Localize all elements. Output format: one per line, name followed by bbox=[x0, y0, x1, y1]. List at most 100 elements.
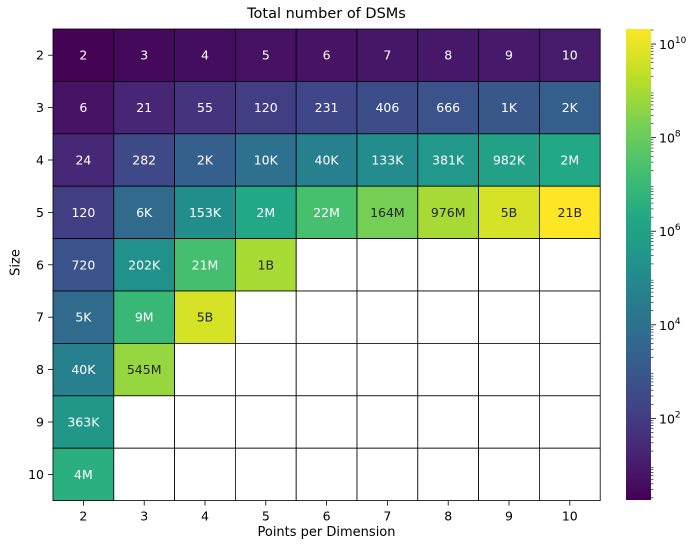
heatmap-cell bbox=[234, 81, 297, 135]
heatmap-cell bbox=[295, 395, 358, 449]
heatmap-cell bbox=[478, 342, 540, 397]
cell-label: 5B bbox=[501, 205, 518, 220]
heatmap-cell bbox=[113, 81, 176, 135]
cell-label: 545M bbox=[127, 362, 162, 377]
heatmap-cell bbox=[174, 28, 236, 82]
cell-label: 9 bbox=[505, 48, 513, 63]
chart-title: Total number of DSMs bbox=[247, 6, 406, 22]
cell-label: 381K bbox=[432, 153, 465, 168]
cell-label: 982K bbox=[493, 153, 526, 168]
cell-label: 231 bbox=[315, 100, 339, 115]
heatmap-cell bbox=[539, 185, 601, 239]
heatmap-cell bbox=[539, 238, 601, 292]
heatmap-cell bbox=[295, 342, 358, 397]
colorbar-tick-label: 104 bbox=[659, 317, 681, 333]
cell-label: 10 bbox=[562, 48, 578, 63]
heatmap-cell bbox=[174, 447, 236, 502]
cell-label: 5 bbox=[262, 48, 270, 63]
heatmap-cell bbox=[539, 447, 601, 502]
cell-label: 5K bbox=[75, 310, 92, 325]
cell-label: 7 bbox=[383, 48, 391, 63]
cell-label: 666 bbox=[436, 100, 460, 115]
colorbar-tick-label: 1010 bbox=[659, 36, 687, 52]
cell-label: 1K bbox=[501, 100, 518, 115]
heatmap-cell bbox=[234, 395, 297, 449]
y-axis: 2 3 4 5 6 7 8 9 10 bbox=[28, 48, 53, 482]
cell-label: 202K bbox=[128, 257, 161, 272]
heatmap-cell bbox=[52, 342, 115, 397]
heatmap-cell bbox=[52, 28, 115, 82]
y-tick-label: 4 bbox=[36, 153, 44, 168]
heatmap-cell bbox=[113, 395, 176, 449]
cell-label: 21B bbox=[558, 205, 582, 220]
heatmap-cell bbox=[174, 81, 236, 135]
x-tick-label: 4 bbox=[201, 509, 209, 524]
heatmap-cell bbox=[234, 290, 297, 344]
x-tick-label: 8 bbox=[444, 509, 452, 524]
heatmap-cell bbox=[174, 395, 236, 449]
heatmap-cell bbox=[478, 185, 540, 239]
heatmap-cell bbox=[174, 290, 236, 344]
heatmap-cell bbox=[113, 290, 176, 344]
heatmap-cell bbox=[234, 28, 297, 82]
x-axis-label: Points per Dimension bbox=[257, 525, 396, 540]
heatmap-cell bbox=[478, 447, 540, 502]
cell-label: 120 bbox=[71, 205, 95, 220]
cell-label: 164M bbox=[370, 205, 405, 220]
heatmap-cell bbox=[52, 133, 115, 187]
x-tick-label: 9 bbox=[505, 509, 513, 524]
cell-label: 8 bbox=[444, 48, 452, 63]
heatmap-cell bbox=[417, 290, 479, 344]
x-tick-label: 5 bbox=[262, 509, 270, 524]
cell-label: 120 bbox=[254, 100, 278, 115]
heatmap-cell bbox=[478, 133, 540, 187]
cell-label: 22M bbox=[313, 205, 340, 220]
heatmap-cell bbox=[234, 447, 297, 502]
cell-label: 1B bbox=[258, 257, 275, 272]
heatmap-cell bbox=[234, 342, 297, 397]
heatmap-cell bbox=[356, 28, 419, 82]
heatmap-cell bbox=[417, 185, 479, 239]
heatmap-cell bbox=[295, 81, 358, 135]
y-tick-label: 10 bbox=[28, 467, 44, 482]
x-axis: 2 3 4 5 6 7 8 9 10 bbox=[79, 500, 578, 524]
y-tick-label: 6 bbox=[36, 257, 44, 272]
cell-label: 9M bbox=[135, 310, 154, 325]
heatmap-cell bbox=[417, 342, 479, 397]
x-tick-label: 6 bbox=[323, 509, 331, 524]
heatmap-cell bbox=[113, 185, 176, 239]
cell-label: 24 bbox=[75, 153, 91, 168]
heatmap-cell bbox=[174, 342, 236, 397]
heatmap-cell bbox=[295, 447, 358, 502]
cell-label: 2K bbox=[197, 153, 214, 168]
heatmap-cell bbox=[539, 28, 601, 82]
cell-label: 6 bbox=[79, 100, 87, 115]
cell-label: 10K bbox=[254, 153, 279, 168]
x-tick-label: 2 bbox=[79, 509, 87, 524]
cell-label: 40K bbox=[71, 362, 96, 377]
heatmap-cell bbox=[356, 342, 419, 397]
heatmap-cells: 2 3 4 5 6 7 8 9 10 6 21 55 120 231 406 666 1K 2K 24 282 2K 10… bbox=[52, 28, 601, 502]
colorbar-tick-label: 108 bbox=[659, 130, 681, 146]
cell-label: 2 bbox=[79, 48, 87, 63]
cell-label: 976M bbox=[431, 205, 466, 220]
x-tick-label: 7 bbox=[383, 509, 391, 524]
cell-label: 4 bbox=[201, 48, 209, 63]
cell-label: 4M bbox=[74, 467, 93, 482]
cell-label: 6K bbox=[136, 205, 153, 220]
y-tick-label: 7 bbox=[36, 310, 44, 325]
cell-label: 2K bbox=[562, 100, 579, 115]
heatmap-cell bbox=[295, 185, 358, 239]
cell-label: 3 bbox=[140, 48, 148, 63]
cell-label: 2M bbox=[560, 153, 579, 168]
cell-label: 720 bbox=[71, 257, 95, 272]
heatmap-cell bbox=[478, 238, 540, 292]
heatmap-cell bbox=[295, 28, 358, 82]
cell-label: 363K bbox=[67, 415, 100, 430]
heatmap-cell bbox=[113, 133, 176, 187]
heatmap-cell bbox=[356, 290, 419, 344]
heatmap-cell bbox=[417, 395, 479, 449]
heatmap-cell bbox=[295, 238, 358, 292]
heatmap-cell bbox=[234, 238, 297, 292]
heatmap-cell bbox=[234, 133, 297, 187]
